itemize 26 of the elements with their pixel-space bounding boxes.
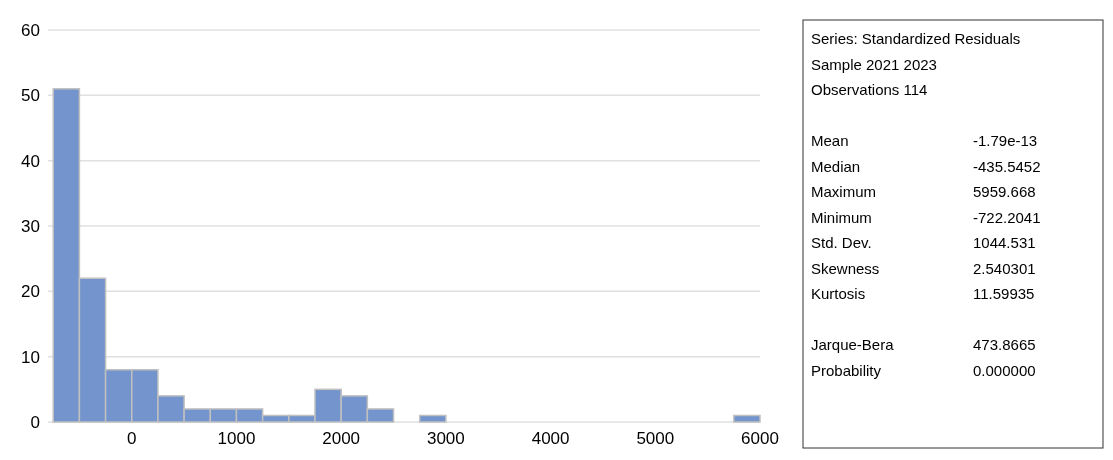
- text: Observations 114: [811, 81, 928, 98]
- x-tick-label: 6000: [741, 429, 779, 448]
- x-tick-label: 4000: [531, 429, 570, 448]
- y-tick-label: 30: [21, 216, 40, 236]
- y-tick-label: 40: [21, 151, 40, 171]
- text: Probability 0.000000: [811, 361, 1036, 379]
- text: Sample 2021 2023: [811, 55, 937, 73]
- x-tick-label: 3000: [426, 429, 465, 448]
- text: Skewness 2.540301: [811, 259, 1036, 277]
- x-tick-label: 2000: [322, 429, 361, 448]
- text: Minimum -722.2041: [811, 208, 1041, 226]
- text: Jarque-Bera 473.8665: [811, 336, 1036, 353]
- text: Maximum 5959.668: [811, 183, 1036, 200]
- x-tick-label: 1000: [217, 429, 256, 448]
- x-tick-label: 5000: [636, 429, 675, 448]
- y-tick-label: 50: [21, 86, 40, 106]
- text: Median -435.5452: [811, 157, 1041, 175]
- text: Mean -1.79e-13: [811, 132, 1038, 149]
- y-tick-label: 20: [21, 282, 40, 302]
- y-tick-label: 10: [21, 347, 40, 367]
- y-tick-label: 0: [30, 412, 40, 432]
- text: Kurtosis 11.59935: [811, 285, 1035, 302]
- x-tick-label: 0: [127, 429, 137, 448]
- y-tick-label: 60: [21, 20, 40, 40]
- text: Series: Standardized Residuals: [811, 30, 1021, 47]
- text: Std. Dev. 1044.531: [811, 234, 1036, 251]
